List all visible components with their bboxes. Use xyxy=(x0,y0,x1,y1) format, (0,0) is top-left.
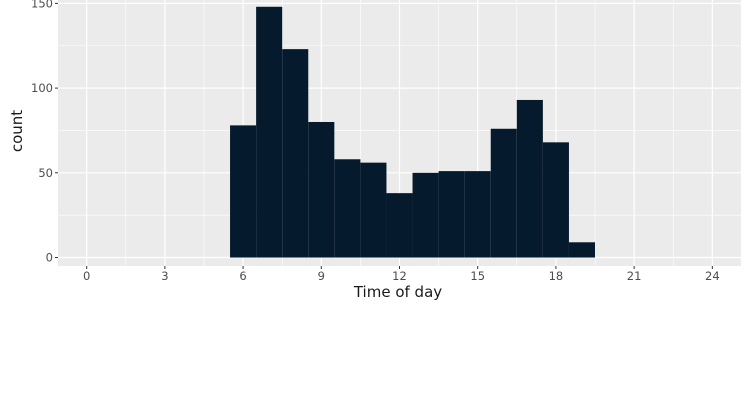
histogram-bar xyxy=(412,172,439,258)
y-tick-label: 150 xyxy=(31,0,53,10)
y-axis-title: count xyxy=(8,110,26,152)
x-axis-title: Time of day xyxy=(353,283,442,301)
histogram-bar xyxy=(360,162,387,258)
histogram-bar xyxy=(464,171,491,258)
histogram-bar xyxy=(334,159,361,258)
y-tick-label: 50 xyxy=(38,166,53,180)
x-tick-label: 24 xyxy=(705,269,720,283)
histogram-bar xyxy=(308,121,335,258)
histogram-bar xyxy=(490,128,517,258)
histogram-bar xyxy=(256,6,283,258)
histogram-bar xyxy=(568,242,596,258)
histogram-bar xyxy=(386,193,413,258)
histogram-bar xyxy=(542,142,569,258)
histogram-bar xyxy=(230,125,257,258)
x-tick-label: 0 xyxy=(83,269,90,283)
x-tick-label: 12 xyxy=(392,269,407,283)
histogram-bar xyxy=(516,99,543,258)
x-tick-label: 9 xyxy=(318,269,325,283)
x-tick-label: 21 xyxy=(627,269,642,283)
x-tick-label: 3 xyxy=(161,269,168,283)
histogram-bars xyxy=(230,6,596,258)
histogram-bar xyxy=(438,171,465,258)
x-tick-label: 15 xyxy=(470,269,485,283)
x-tick-label: 6 xyxy=(239,269,246,283)
histogram-bar xyxy=(282,49,309,258)
y-axis-tick-labels: 0 50 100 150 xyxy=(31,0,53,265)
y-tick-label: 100 xyxy=(31,81,53,95)
axis-ticks xyxy=(55,2,713,269)
x-tick-label: 18 xyxy=(549,269,564,283)
y-tick-label: 0 xyxy=(46,251,53,265)
x-axis-tick-labels: 0 3 6 9 12 15 18 21 24 xyxy=(83,269,720,283)
